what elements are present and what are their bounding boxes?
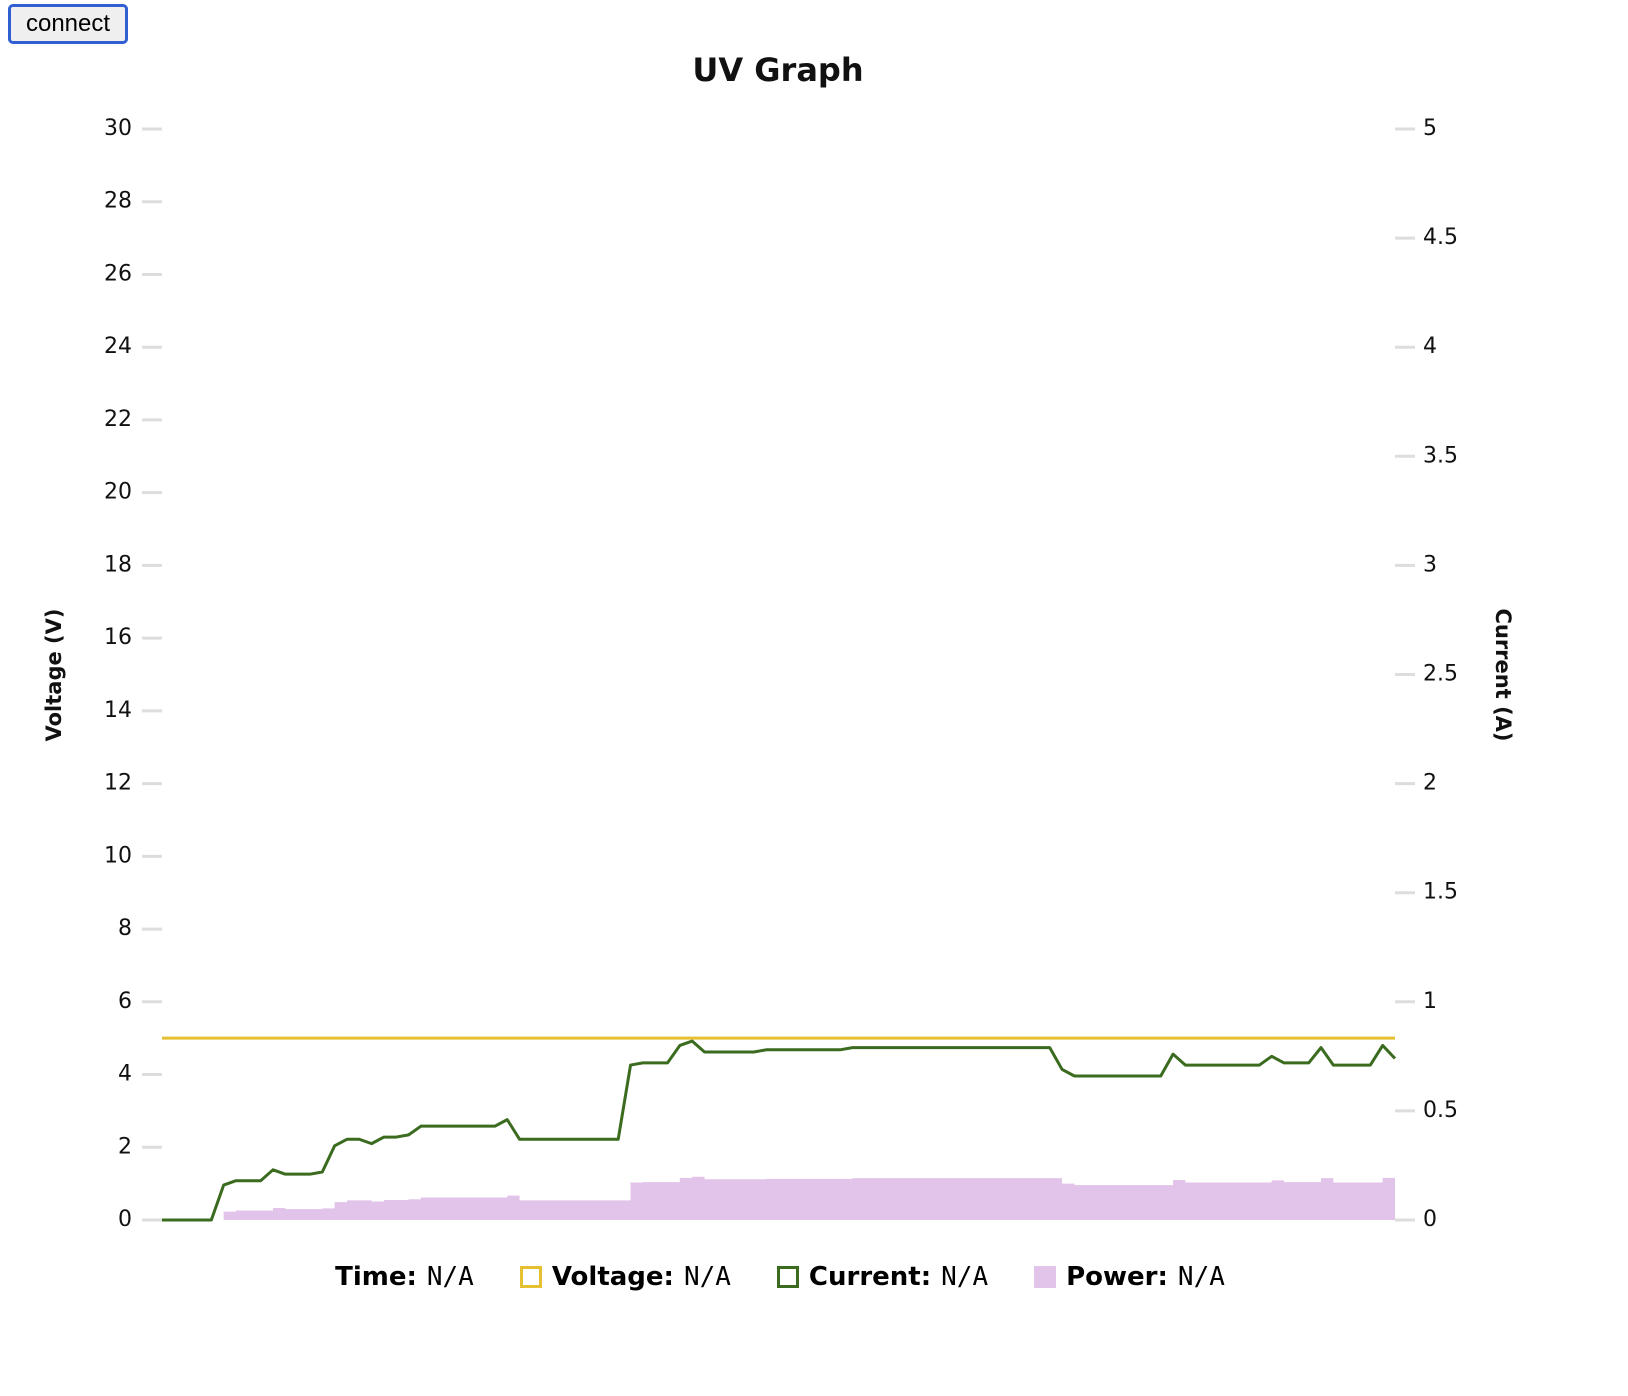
- y2-axis-label: Current (A): [1491, 608, 1515, 741]
- y-tick-label: 6: [118, 989, 132, 1014]
- y2-tick-label: 2: [1423, 771, 1437, 796]
- chart-title: UV Graph: [692, 51, 863, 89]
- legend-item: Current N/A: [776, 1262, 989, 1292]
- y2-tick-label: 0: [1423, 1207, 1437, 1232]
- legend-item: Voltage N/A: [519, 1262, 731, 1292]
- y2-tick-label: 0.5: [1423, 1098, 1458, 1123]
- connect-button[interactable]: connect: [8, 4, 128, 44]
- y-tick-label: 10: [104, 843, 132, 868]
- y2-tick-label: 3.5: [1423, 443, 1458, 468]
- y-tick-label: 18: [104, 552, 132, 577]
- y2-tick-label: 1: [1423, 989, 1437, 1014]
- y2-tick-label: 3: [1423, 552, 1437, 577]
- legend-value: N/A: [1177, 1262, 1225, 1292]
- y-tick-label: 12: [104, 771, 132, 796]
- legend-label: Current: [809, 1262, 931, 1292]
- y-tick-label: 26: [104, 261, 132, 286]
- y2-tick-label: 2.5: [1423, 662, 1458, 687]
- legend-label: Time: [335, 1262, 417, 1292]
- legend-swatch: [776, 1266, 799, 1288]
- y-tick-label: 20: [104, 480, 132, 505]
- series-line: [162, 1039, 1397, 1222]
- y-tick-label: 30: [104, 116, 132, 141]
- y-tick-label: 8: [118, 916, 132, 941]
- y-tick-label: 16: [104, 625, 132, 650]
- legend-label: Voltage: [552, 1262, 674, 1292]
- legend-value: N/A: [941, 1262, 989, 1292]
- legend-value: N/A: [683, 1262, 731, 1292]
- legend-value: N/A: [426, 1262, 474, 1292]
- y-tick-label: 4: [118, 1062, 132, 1087]
- y-tick-label: 14: [104, 698, 132, 723]
- legend: Time N/A Voltage N/A Current N/A Power N/A: [0, 1262, 1560, 1292]
- y-axis-label: Voltage (V): [42, 609, 66, 742]
- y-tick-label: 2: [118, 1134, 132, 1159]
- y2-tick-label: 4: [1423, 334, 1437, 359]
- y-tick-label: 24: [104, 334, 132, 359]
- y-tick-label: 22: [104, 407, 132, 432]
- legend-item: Power N/A: [1034, 1262, 1225, 1292]
- legend-item: Time N/A: [335, 1262, 474, 1292]
- legend-label: Power: [1066, 1262, 1168, 1292]
- legend-swatch: [519, 1266, 542, 1288]
- y-tick-label: 0: [118, 1207, 132, 1232]
- legend-swatch: [1034, 1266, 1057, 1288]
- y2-tick-label: 5: [1423, 116, 1437, 141]
- y-tick-label: 28: [104, 189, 132, 214]
- y2-tick-label: 4.5: [1423, 225, 1458, 250]
- power-area: [162, 1176, 1395, 1220]
- y2-tick-label: 1.5: [1423, 880, 1458, 905]
